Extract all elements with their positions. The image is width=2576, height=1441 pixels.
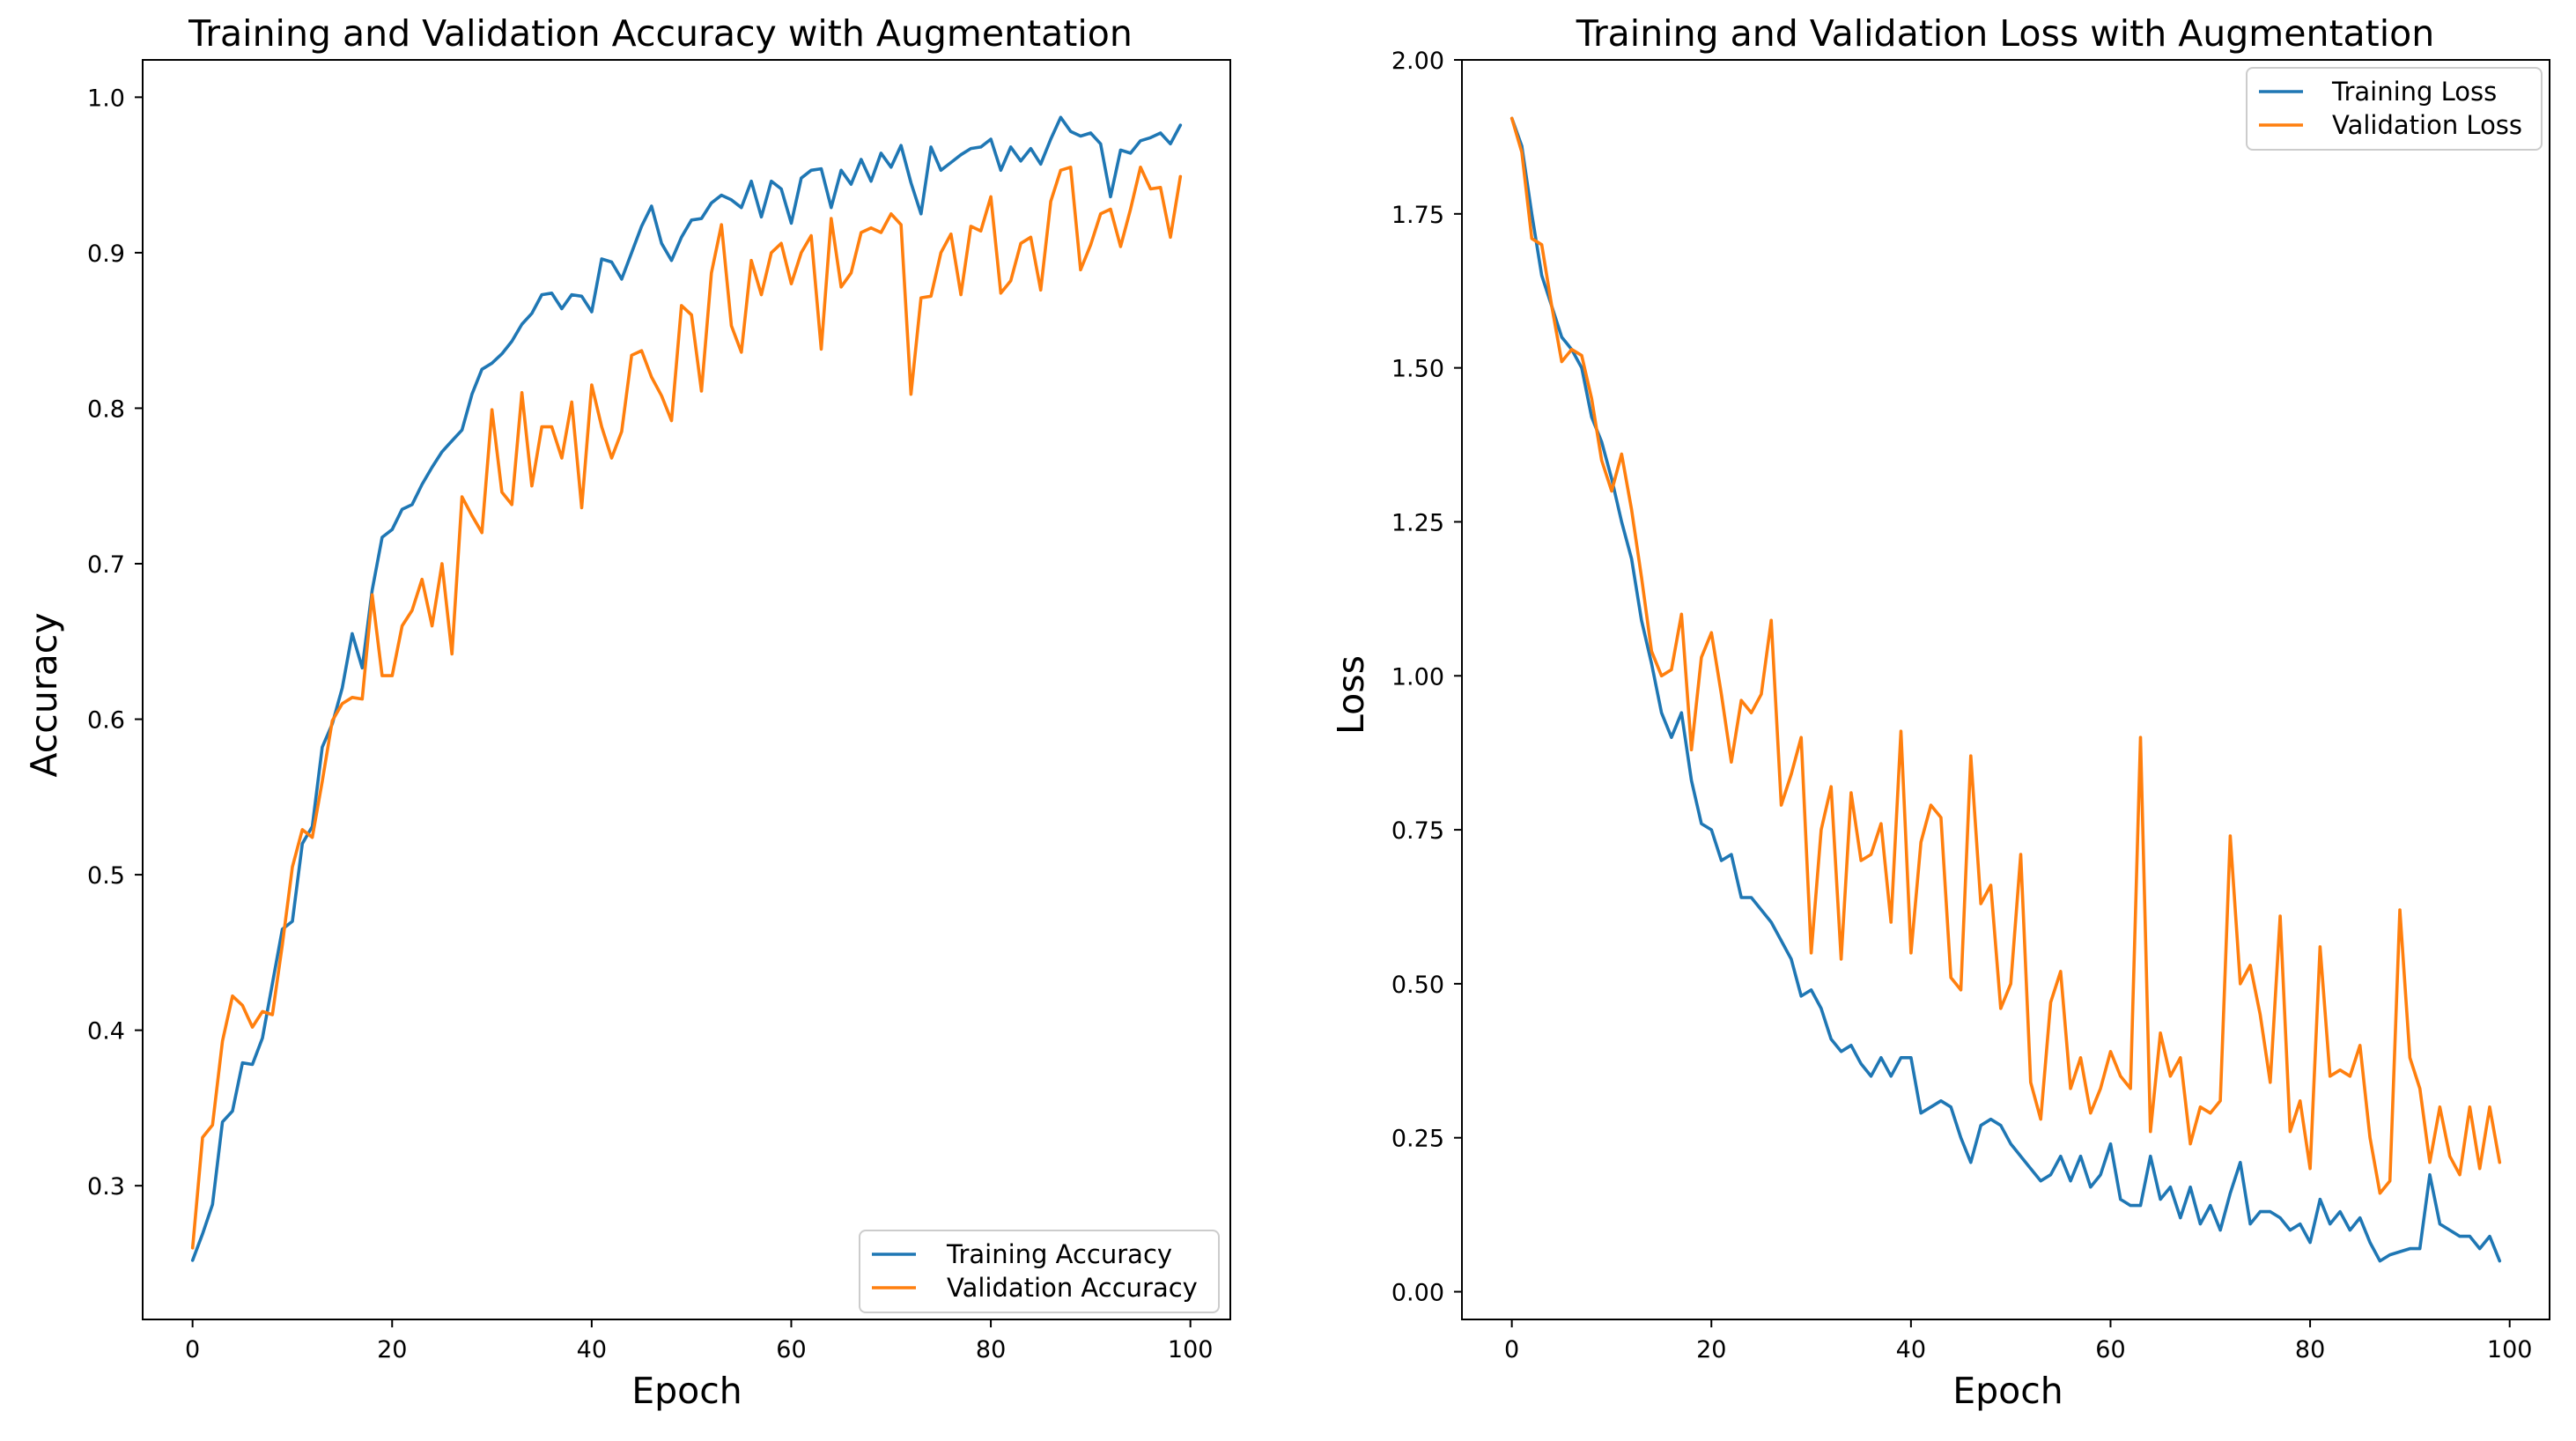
loss-legend: Training Loss Validation Loss (2246, 67, 2543, 151)
loss-x-tick-label: 60 (2095, 1336, 2125, 1363)
loss-y-tick-label: 1.00 (1391, 663, 1444, 691)
accuracy-y-tick-label: 0.3 (87, 1173, 125, 1201)
loss-x-tick-label: 100 (2487, 1336, 2533, 1363)
accuracy-chart: Training and Validation Accuracy with Au… (23, 12, 1231, 1412)
loss-plot-frame (1461, 59, 2550, 1320)
loss-x-tick-label: 80 (2295, 1336, 2325, 1363)
accuracy-y-tick-label: 0.4 (87, 1018, 125, 1046)
accuracy-x-tick-label: 80 (976, 1336, 1006, 1363)
loss-y-tick-label: 1.25 (1391, 509, 1444, 536)
accuracy-y-tick-label: 0.5 (87, 862, 125, 890)
validation-loss-line (1509, 116, 2502, 1195)
accuracy-y-tick-label: 0.7 (87, 551, 125, 579)
loss-chart-title: Training and Validation Loss with Augmen… (1576, 12, 2434, 55)
loss-y-tick-label: 0.75 (1391, 817, 1444, 845)
training-accuracy-line (190, 115, 1183, 1262)
loss-ticks: 0 20 40 60 80 100 0.00 0.25 0.50 0.75 1.00 1.25 1.50… (1391, 48, 2533, 1363)
loss-y-tick-label: 2.00 (1391, 48, 1444, 75)
loss-x-tick-label: 40 (1896, 1336, 1926, 1363)
accuracy-chart-title: Training and Validation Accuracy with Au… (188, 12, 1133, 55)
loss-x-tick-label: 0 (1504, 1336, 1519, 1363)
validation-accuracy-line (190, 166, 1183, 1250)
accuracy-x-tick-label: 100 (1168, 1336, 1214, 1363)
accuracy-x-tick-label: 0 (185, 1336, 200, 1363)
loss-y-axis-label: Loss (1330, 655, 1372, 735)
loss-y-tick-label: 0.50 (1391, 972, 1444, 999)
accuracy-y-axis-label: Accuracy (23, 612, 65, 777)
loss-legend-box (2246, 67, 2543, 151)
accuracy-y-tick-label: 0.6 (87, 707, 125, 735)
accuracy-series-lines (190, 115, 1183, 1262)
training-accuracy-legend-label: Training Accuracy (946, 1239, 1172, 1269)
accuracy-x-tick-label: 20 (377, 1336, 407, 1363)
accuracy-x-axis-label: Epoch (631, 1370, 742, 1412)
accuracy-y-tick-label: 0.8 (87, 395, 125, 423)
accuracy-x-tick-label: 60 (776, 1336, 806, 1363)
accuracy-x-tick-label: 40 (577, 1336, 607, 1363)
loss-y-tick-label: 0.00 (1391, 1280, 1444, 1307)
loss-y-tick-label: 1.50 (1391, 356, 1444, 383)
accuracy-y-tick-label: 1.0 (87, 85, 125, 112)
training-loss-legend-label: Training Loss (2331, 77, 2497, 107)
loss-x-tick-label: 20 (1696, 1336, 1726, 1363)
accuracy-ticks: 0 20 40 60 80 100 0.3 0.4 0.5 0.6 0.7 0.8 0.9 1.0 (87, 85, 1213, 1363)
loss-series-lines (1509, 116, 2502, 1263)
accuracy-plot-frame (142, 59, 1231, 1320)
validation-accuracy-legend-label: Validation Accuracy (947, 1273, 1198, 1303)
loss-y-tick-label: 0.25 (1391, 1126, 1444, 1153)
accuracy-y-tick-label: 0.9 (87, 240, 125, 268)
accuracy-legend: Training Accuracy Validation Accuracy (859, 1230, 1220, 1313)
accuracy-legend-box (859, 1230, 1220, 1313)
loss-x-axis-label: Epoch (1952, 1370, 2063, 1412)
training-loss-line (1509, 116, 2502, 1263)
loss-y-tick-label: 1.75 (1391, 202, 1444, 229)
loss-chart: Training and Validation Loss with Augmen… (1330, 12, 2550, 1412)
validation-loss-legend-label: Validation Loss (2332, 110, 2522, 140)
